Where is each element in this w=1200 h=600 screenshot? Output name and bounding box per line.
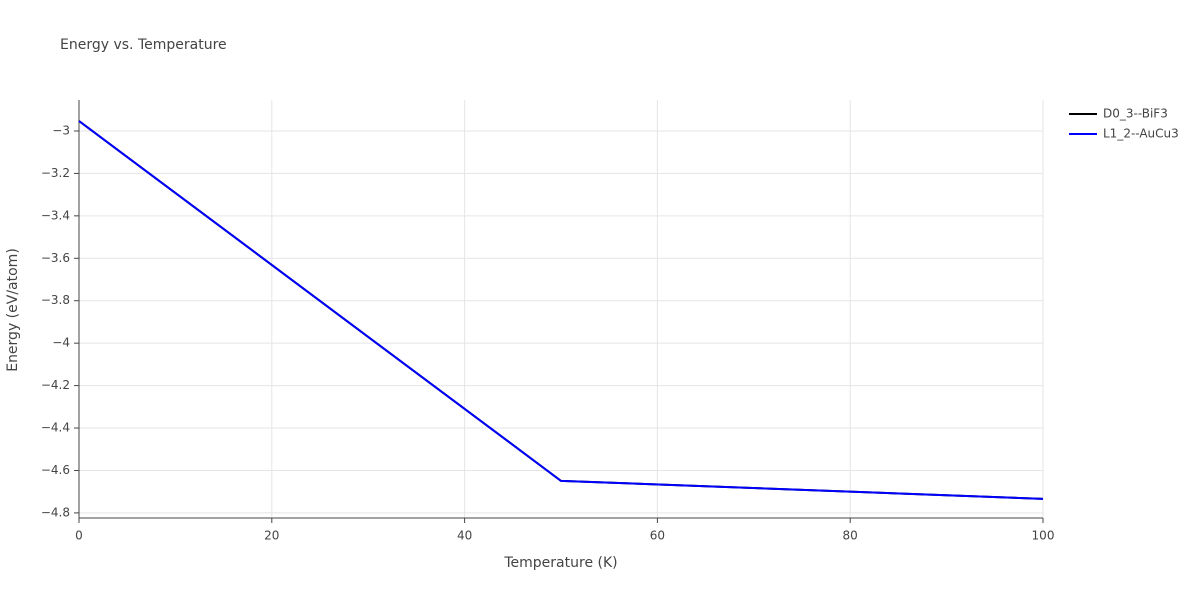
y-tick-label: −4.6 [41, 463, 70, 477]
y-tick-label: −3.2 [41, 166, 70, 180]
x-tick-label: 0 [75, 529, 83, 543]
y-tick-label: −4.4 [41, 421, 70, 435]
y-tick-label: −3.6 [41, 251, 70, 265]
y-axis-title: Energy (eV/atom) [5, 248, 21, 372]
y-tick-label: −3.4 [41, 208, 70, 222]
x-tick-label: 100 [1032, 529, 1055, 543]
x-axis-title: Temperature (K) [503, 555, 617, 571]
legend-label: L1_2--AuCu3 [1103, 127, 1179, 141]
x-tick-label: 60 [650, 529, 665, 543]
legend-label: D0_3--BiF3 [1103, 107, 1168, 121]
series-line [78, 120, 1044, 500]
y-tick-label: −3.8 [41, 293, 70, 307]
x-tick-label: 20 [264, 529, 279, 543]
chart-title: Energy vs. Temperature [60, 37, 227, 53]
y-tick-label: −4 [52, 336, 70, 350]
y-tick-label: −4.8 [41, 505, 70, 519]
y-tick-label: −3 [52, 123, 70, 137]
series-line [78, 120, 1044, 500]
x-tick-label: 40 [457, 529, 472, 543]
y-tick-label: −4.2 [41, 378, 70, 392]
x-tick-label: 80 [843, 529, 858, 543]
